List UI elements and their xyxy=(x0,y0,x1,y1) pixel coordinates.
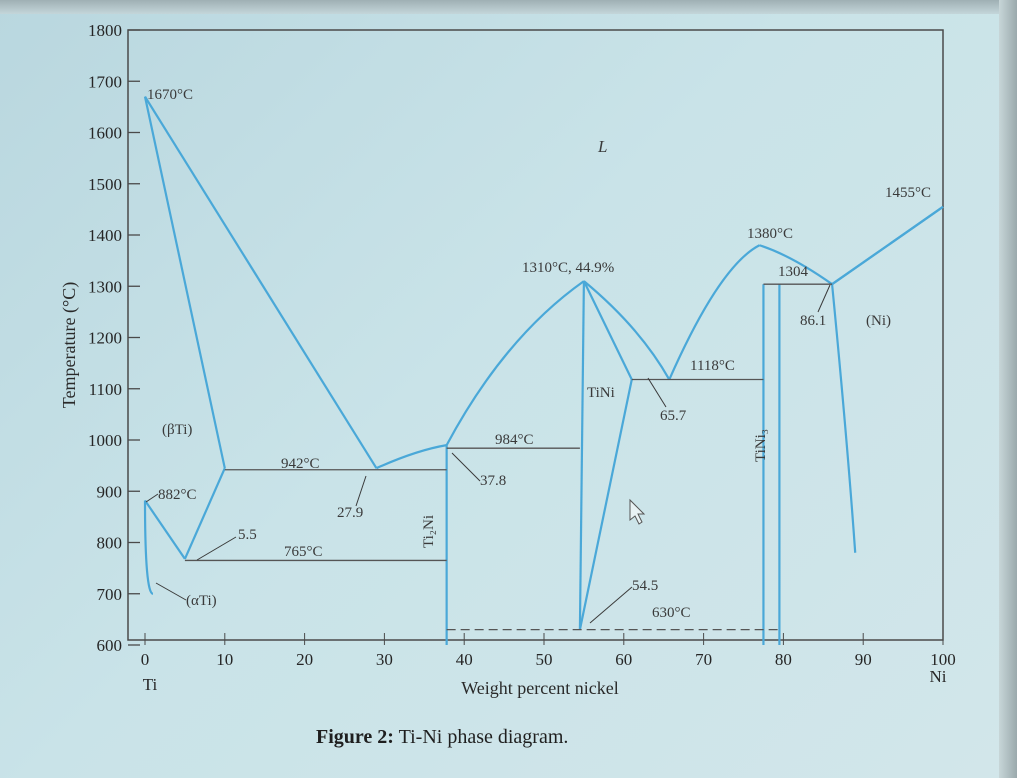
y-axis-ticks: 1800 1700 1600 1500 1400 1300 1200 1100 1000 900 8… xyxy=(88,21,140,655)
annotation-1310: 1310°C, 44.9% xyxy=(522,260,614,276)
y-tick-label: 1100 xyxy=(89,380,122,399)
boundary-solidus-ni xyxy=(831,205,944,286)
x-end-label-ti: Ti xyxy=(143,675,158,694)
annotation-882: 882°C xyxy=(158,487,197,503)
annotation-1670: 1670°C xyxy=(147,87,193,103)
annotation-1304: 1304 xyxy=(778,264,809,280)
plot-frame xyxy=(127,29,944,641)
phase-label-liquid: L xyxy=(597,137,607,156)
annotation-1118: 1118°C xyxy=(690,358,735,374)
phase-label-alpha-ti: (αTi) xyxy=(186,593,217,609)
y-tick-label: 800 xyxy=(97,534,123,553)
x-end-label-ni: Ni xyxy=(930,667,947,686)
leader-54-5 xyxy=(589,586,633,624)
y-axis-label: Temperature (°C) xyxy=(59,282,80,408)
x-axis-ticks: 0 10 20 30 40 50 60 70 80 90 100 xyxy=(141,633,956,669)
phase-boundaries xyxy=(143,96,944,645)
annotation-1455: 1455°C xyxy=(885,185,931,201)
boundary-tini-solidus-right xyxy=(582,280,633,381)
mouse-cursor-icon xyxy=(629,498,646,525)
isotherm-lines xyxy=(184,283,833,631)
caption-bold: Figure 2: xyxy=(316,726,394,748)
annotation-942: 942°C xyxy=(281,456,320,472)
leader-65-7 xyxy=(647,377,667,408)
y-tick-label: 1600 xyxy=(88,124,122,143)
boundary-beta-transus-left xyxy=(144,499,186,560)
boundary-liquidus-tini-right xyxy=(583,280,671,381)
phase-label-ni: (Ni) xyxy=(866,313,891,329)
y-tick-label: 1200 xyxy=(88,329,122,348)
y-tick-label: 900 xyxy=(97,482,123,501)
leader-lines xyxy=(145,284,831,624)
x-tick-label: 100 xyxy=(930,650,956,669)
annotation-630: 630°C xyxy=(652,605,691,621)
x-tick-label: 20 xyxy=(296,650,313,669)
y-tick-label: 1800 xyxy=(88,21,122,40)
leader-882 xyxy=(145,493,159,503)
leader-5-5 xyxy=(196,536,237,561)
phase-label-beta-ti: (βTi) xyxy=(162,422,192,438)
annotation-984: 984°C xyxy=(495,432,534,448)
x-tick-label: 40 xyxy=(456,650,473,669)
y-tick-label: 1300 xyxy=(88,277,122,296)
x-tick-label: 10 xyxy=(216,650,233,669)
y-tick-label: 700 xyxy=(97,585,123,604)
phase-label-tini: TiNi xyxy=(587,385,615,401)
phase-label-tini3: TiNi₃ xyxy=(753,429,769,462)
photo-right-edge xyxy=(999,0,1017,778)
y-tick-label: 1400 xyxy=(88,226,122,245)
y-tick-label: 1700 xyxy=(88,72,122,91)
figure-caption: Figure 2: Ti-Ni phase diagram. xyxy=(316,726,568,748)
x-tick-label: 80 xyxy=(775,650,792,669)
x-axis-label: Weight percent nickel xyxy=(461,678,618,698)
leader-86-1 xyxy=(817,284,831,313)
y-tick-label: 1000 xyxy=(88,431,122,450)
annotation-27-9: 27.9 xyxy=(337,505,363,521)
x-tick-label: 50 xyxy=(536,650,553,669)
x-tick-label: 30 xyxy=(376,650,393,669)
boundary-beta-transus-right xyxy=(183,467,226,560)
caption-text: Ti-Ni phase diagram. xyxy=(394,726,568,748)
boundary-liquidus-tini-left xyxy=(445,280,585,446)
boundary-liquidus-tini3-left xyxy=(668,244,760,380)
boundary-ni-solvus xyxy=(830,284,857,553)
x-tick-label: 90 xyxy=(855,650,872,669)
x-tick-label: 60 xyxy=(615,650,632,669)
y-tick-label: 1500 xyxy=(88,175,122,194)
annotation-5-5: 5.5 xyxy=(238,527,257,543)
annotation-65-7: 65.7 xyxy=(660,408,687,424)
annotation-765: 765°C xyxy=(284,544,323,560)
boundary-beta-solidus-left xyxy=(143,96,226,469)
annotation-54-5: 54.5 xyxy=(632,578,658,594)
y-tick-label: 600 xyxy=(97,636,123,655)
x-tick-label: 0 xyxy=(141,650,150,669)
leader-37-8 xyxy=(451,452,481,482)
boundary-beta-liquidus-left xyxy=(144,96,378,469)
photo-top-edge xyxy=(0,0,1017,14)
boundary-tini-left-solvus xyxy=(578,281,585,630)
leader-alpha xyxy=(155,582,187,601)
boundary-tini-right-solvus xyxy=(578,379,633,630)
annotation-37-8: 37.8 xyxy=(480,473,506,489)
x-tick-label: 70 xyxy=(695,650,712,669)
phase-label-ti2ni: Ti₂Ni xyxy=(421,515,437,548)
boundary-liquidus-27-38 xyxy=(375,444,447,470)
annotation-1380: 1380°C xyxy=(747,226,793,242)
annotation-86-1: 86.1 xyxy=(800,313,826,329)
boundary-liquidus-tini3-right xyxy=(759,244,833,286)
leader-27-9 xyxy=(355,475,367,507)
boundary-alpha-solvus xyxy=(143,500,154,595)
